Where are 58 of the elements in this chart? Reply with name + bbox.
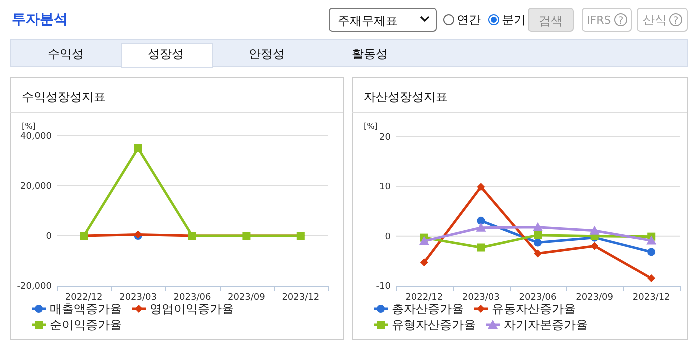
y-tick-label: 20,000 [20,182,52,192]
y-axis-title: [%] [364,122,378,131]
y-tick-label: -10 [376,282,392,292]
point [533,222,543,232]
text: IFRS [587,14,612,27]
point [134,144,142,152]
x-tick-label: 2023/12 [632,293,670,303]
text: 분기 [502,13,526,27]
y-axis-title: [%] [22,122,36,131]
x-tick-label: 2022/12 [65,293,103,303]
point [534,250,542,258]
text: 안정성 [249,47,285,61]
text: 산식 [643,13,667,27]
point [477,183,486,192]
x-tick-label: 2023/09 [228,293,266,303]
point [420,258,428,267]
y-tick-label: 20 [380,133,392,143]
chart-title: 자산성장성지표 [364,90,448,104]
x-tick-label: 2023/12 [282,293,320,303]
point [477,244,486,252]
legend-label: 영업이익증가율 [150,302,234,316]
point [534,231,542,240]
point [534,238,542,247]
point [477,216,486,225]
x-tick-label: 2023/03 [462,293,500,303]
y-tick-label: 10 [380,182,392,193]
y-tick-label: 0 [46,232,52,242]
text: 연간 [457,13,481,27]
text: 투자분석 [12,12,68,28]
point [419,236,430,246]
text: 수익성 [48,47,84,61]
y-tick-label: 0 [385,232,392,242]
point [648,274,656,283]
x-tick-label: 2023/06 [174,293,212,303]
legend-label: 유동자산증가율 [492,302,576,316]
text: ? [618,16,624,27]
point [648,248,656,256]
x-tick-label: 2023/03 [120,293,157,303]
x-tick-label: 2023/06 [519,293,557,303]
legend-label: 매출액증가율 [50,302,122,316]
legend-label: 총자산증가율 [392,302,464,316]
text: 검색 [539,14,563,28]
x-tick-label: 2023/09 [576,293,614,303]
text: 성장성 [148,47,184,61]
text: ? [673,16,679,27]
point [476,222,486,232]
point [646,236,657,245]
x-tick-label: 2022/12 [406,293,444,303]
point [590,226,600,235]
legend-label: 자기자본증가율 [504,318,588,332]
chart-title: 수익성장성지표 [22,90,106,104]
point [590,242,599,250]
legend-label: 순이익증가율 [50,318,122,332]
y-tick-label: 40,000 [20,132,52,142]
y-tick-label: -20,000 [17,282,52,292]
legend-label: 유형자산증가율 [392,318,476,332]
text: 주재무제표 [338,14,398,28]
text: 활동성 [352,47,388,61]
